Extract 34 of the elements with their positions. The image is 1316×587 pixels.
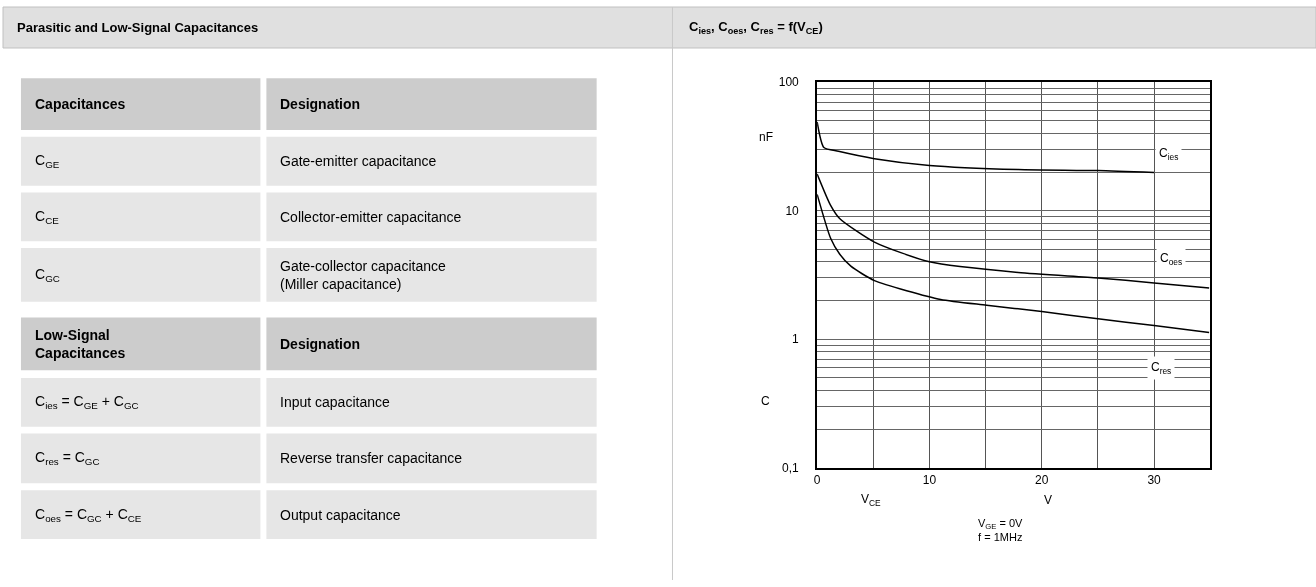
x-tick-label: 0	[813, 473, 821, 488]
x-axis-title: V$_{CE}$	[861, 492, 882, 508]
text: Reverse transfer capacitance	[280, 450, 463, 466]
text: V$_{GE}$ = 0V f = 1MHz	[978, 517, 1024, 544]
text: Designation	[280, 96, 361, 112]
text: C$_{res}$ = C$_{GC}$	[35, 449, 100, 467]
text: Designation	[280, 336, 361, 352]
text: Input capacitance	[280, 394, 390, 410]
text: Parasitic and Low-Signal Capacitances	[17, 20, 259, 35]
annotation: C$_{oes}$	[1160, 251, 1183, 267]
y-axis-title: C	[761, 394, 770, 408]
y-tick-label: 0,1	[782, 460, 800, 475]
chart-title: C$_{ies}$, C$_{oes}$, C$_{res}$ = f(V$_{CE}$)	[689, 19, 823, 36]
text: Gate-collector capacitance (Miller capacitance)	[280, 258, 446, 293]
text: C$_{ies}$ = C$_{GE}$ + C$_{GC}$	[35, 393, 139, 411]
text: C$_{GC}$	[35, 266, 60, 284]
text: C$_{CE}$	[35, 208, 60, 226]
annotation: C$_{res}$	[1151, 360, 1172, 376]
text: V	[1044, 493, 1053, 507]
annotation: C$_{ies}$	[1159, 146, 1179, 162]
text: Low-Signal Capacitances	[35, 327, 126, 362]
y-tick-label: 1	[792, 332, 800, 347]
text: Collector-emitter capacitance	[280, 209, 462, 225]
text: C$_{oes}$ = C$_{GC}$ + C$_{CE}$	[35, 506, 142, 524]
text: Gate-emitter capacitance	[280, 153, 437, 169]
x-tick-label: 10	[922, 473, 937, 488]
text: Output capacitance	[280, 507, 401, 523]
x-tick-label: 20	[1035, 473, 1049, 488]
text: C$_{GE}$	[35, 152, 60, 170]
text: nF	[759, 130, 774, 144]
text: Capacitances	[35, 96, 126, 112]
y-tick-label: 10	[785, 203, 800, 218]
y-tick-label: 100	[778, 75, 800, 90]
x-tick-label: 30	[1147, 473, 1162, 488]
